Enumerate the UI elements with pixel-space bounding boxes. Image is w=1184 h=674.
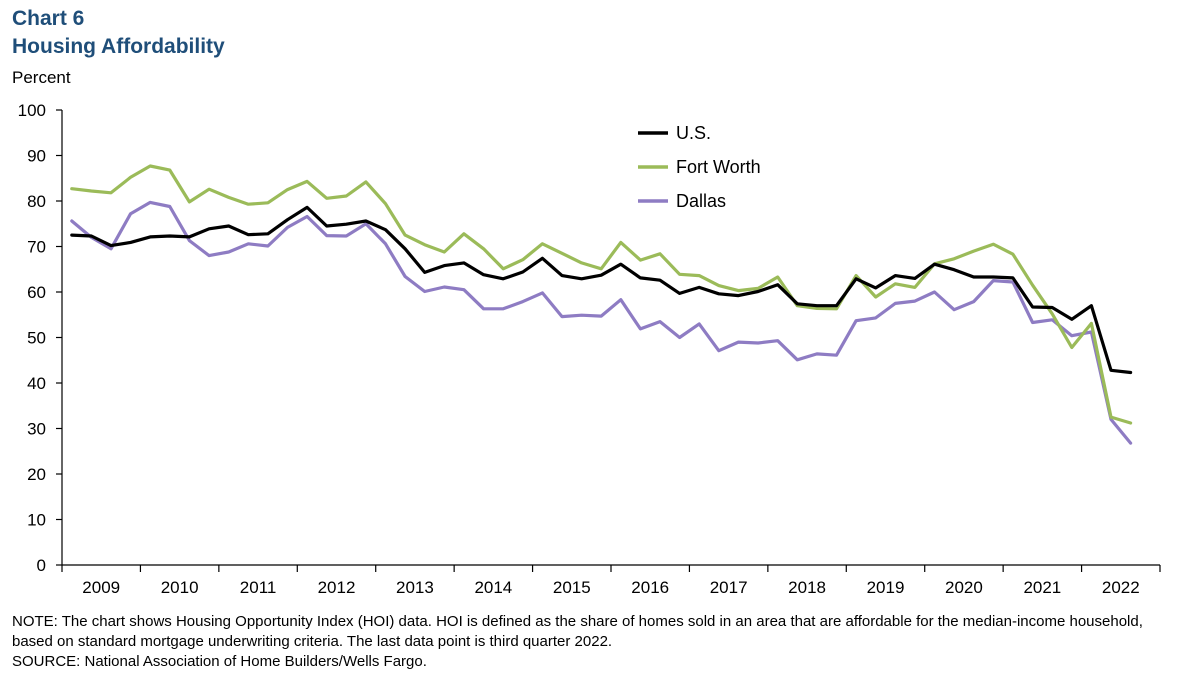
x-tick-label: 2010	[161, 578, 199, 597]
y-axis: 0 10 20 30 40 50 60 70 80 90 100	[18, 101, 63, 575]
legend-label-fort-worth: Fort Worth	[676, 157, 761, 177]
y-tick-label: 40	[27, 374, 46, 393]
source-text: SOURCE: National Association of Home Bui…	[12, 653, 427, 670]
x-axis: 2009 2010 2011 2012 2013 2014 2015 2016 2017 2018…	[61, 564, 1161, 597]
y-tick-label: 10	[27, 511, 46, 530]
x-tick-label: 2018	[788, 578, 826, 597]
y-axis-label: Percent	[12, 68, 71, 87]
chart-title: Chart 6	[12, 7, 85, 30]
series-line-fort-worth	[70, 164, 1133, 425]
legend-label-u-s: U.S.	[676, 123, 711, 143]
x-tick-label: 2011	[240, 578, 277, 597]
x-tick-label: 2009	[82, 578, 120, 597]
x-tick-label: 2017	[710, 578, 748, 597]
legend: U.S. Fort Worth Dallas	[638, 123, 761, 211]
x-tick-label: 2020	[945, 578, 983, 597]
y-tick-label: 50	[27, 329, 46, 348]
note-text: NOTE: The chart shows Housing Opportunit…	[12, 613, 1143, 650]
x-tick-label: 2014	[474, 578, 512, 597]
x-tick-label: 2019	[867, 578, 905, 597]
y-tick-label: 100	[18, 101, 46, 120]
series-line-u-s	[70, 205, 1133, 375]
x-tick-label: 2021	[1023, 578, 1061, 597]
x-tick-label: 2022	[1102, 578, 1140, 597]
y-tick-label: 20	[27, 465, 46, 484]
legend-label-dallas: Dallas	[676, 191, 726, 211]
y-tick-label: 90	[27, 147, 46, 166]
series-line-dallas	[70, 200, 1133, 445]
y-tick-label: 80	[27, 192, 46, 211]
y-tick-label: 60	[27, 283, 46, 302]
y-tick-label: 0	[37, 556, 46, 575]
series-lines	[70, 164, 1133, 445]
y-tick-label: 70	[27, 238, 46, 257]
x-tick-label: 2013	[396, 578, 434, 597]
chart-subtitle: Housing Affordability	[12, 35, 225, 58]
x-tick-label: 2012	[318, 578, 356, 597]
chart-notes: NOTE: The chart shows Housing Opportunit…	[12, 612, 1172, 672]
y-tick-label: 30	[27, 420, 46, 439]
x-tick-label: 2015	[553, 578, 591, 597]
x-tick-label: 2016	[631, 578, 669, 597]
